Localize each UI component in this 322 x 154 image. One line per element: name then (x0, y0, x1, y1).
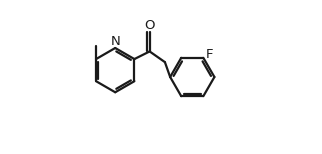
Text: N: N (110, 35, 120, 48)
Text: O: O (144, 19, 155, 32)
Text: F: F (206, 48, 213, 61)
